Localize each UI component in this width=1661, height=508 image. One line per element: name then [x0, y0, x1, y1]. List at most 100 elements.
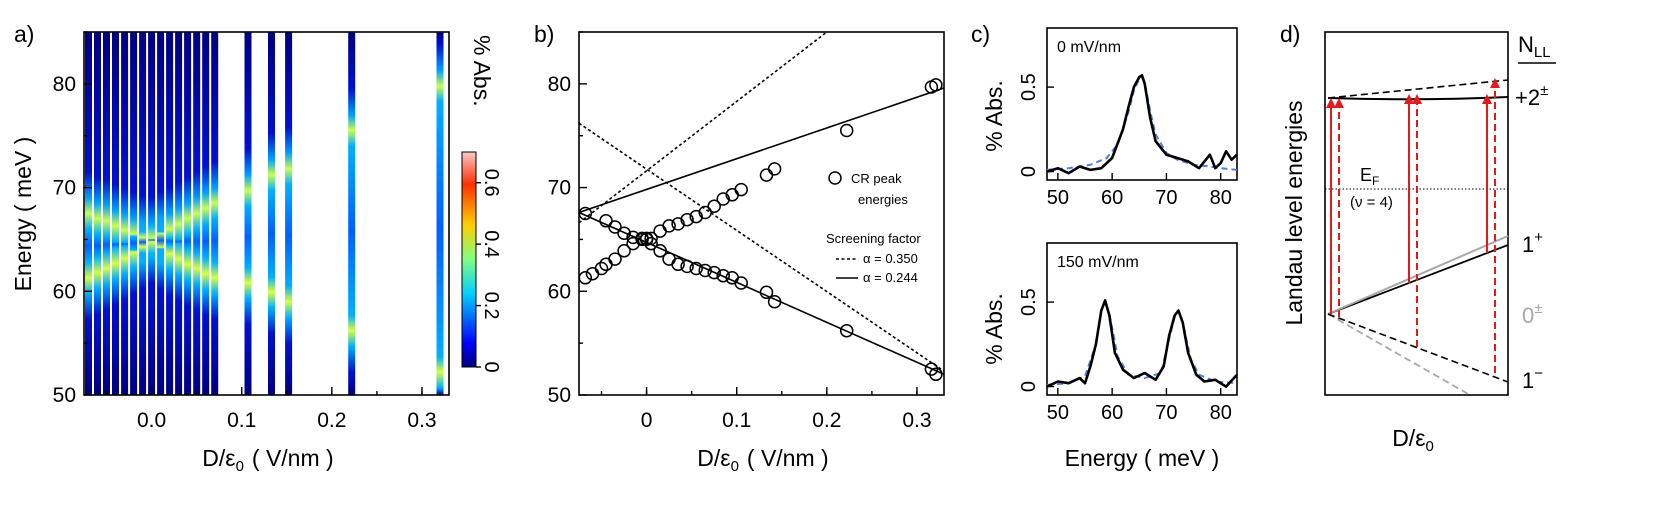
y-tick-label: 60: [548, 280, 571, 303]
heatmap-column: [436, 32, 444, 395]
level-label-0-main: 0: [1522, 303, 1534, 328]
level-plus2-dashed: [1327, 79, 1509, 99]
fit-line-solid: [578, 211, 945, 375]
panel-d-frame: [1324, 31, 1509, 396]
panel-d-xlabel-main: D/ε: [1392, 425, 1425, 451]
panel-b-xlabel-unit: ( V/nm ): [747, 445, 829, 471]
level-label-1plus-main: 1: [1522, 232, 1534, 257]
heatmap-column: [193, 32, 201, 395]
data-point: [707, 199, 721, 213]
data-point: [767, 162, 782, 176]
heatmap-column: [94, 32, 101, 395]
y-tick-label: 0: [1018, 166, 1040, 177]
fit-line-dashed: [578, 31, 828, 224]
heatmap-column: [130, 32, 138, 395]
panel-c-bottom-annotation: 150 mV/nm: [1057, 254, 1139, 271]
legend-marker-cr: [828, 171, 842, 185]
data-point: [680, 212, 694, 227]
data-point: [929, 78, 943, 92]
panel-a-xlabel: D/ε0 ( V/nm ): [202, 445, 333, 475]
y-tick-label: 80: [548, 73, 571, 96]
data-point: [734, 182, 748, 197]
x-tick-label: 60: [1101, 187, 1123, 209]
legend-screening-title: Screening factor: [826, 231, 921, 246]
panel-b-label: b): [534, 21, 554, 47]
panel-a-label: a): [14, 21, 34, 47]
panel-a-frame: [83, 31, 450, 396]
data-point: [671, 257, 685, 272]
fermi-level-label-sub: F: [1372, 174, 1379, 188]
data-point: [599, 214, 613, 228]
x-tick-label: 60: [1101, 402, 1123, 424]
panel-b-fits: [578, 31, 945, 375]
y-tick-label: 70: [53, 177, 76, 200]
panel-d-ylabel: Landau level energies: [1281, 100, 1307, 325]
panel-c-top-ylabel: % Abs.: [981, 80, 1007, 152]
x-tick-label: 70: [1155, 402, 1177, 424]
data-point: [653, 224, 667, 238]
data-point: [707, 265, 721, 280]
panel-a-xlabel-unit: ( V/nm ): [252, 445, 334, 471]
legend-cr-peak: CR peak: [851, 171, 902, 186]
landau-level-diagram: [1325, 78, 1509, 396]
heatmap-column: [285, 32, 293, 395]
y-tick-label: 50: [548, 384, 571, 407]
x-tick-label: 70: [1155, 187, 1177, 209]
panel-c-curves: [1046, 74, 1238, 388]
level-label-1plus-sup: +: [1534, 229, 1543, 246]
data-point: [689, 209, 703, 224]
panel-a-xlabel-sub: 0: [236, 458, 244, 475]
level-label-plus2-sup: ±: [1540, 82, 1548, 99]
legend-dashed-label: α = 0.350: [863, 251, 918, 266]
colorbar-ticks: 0 0.2 0.4 0.6: [476, 169, 502, 373]
y-tick-label: 0.5: [1018, 73, 1040, 101]
fit-line-dashed: [578, 122, 945, 372]
heatmap-column: [175, 32, 183, 395]
data-point: [839, 123, 854, 138]
x-tick-label: 0.1: [227, 409, 256, 432]
data-point: [608, 252, 622, 266]
data-point: [578, 206, 593, 221]
data-point: [680, 259, 694, 274]
x-tick-label: 0.0: [137, 409, 166, 432]
heatmap-column: [184, 32, 192, 395]
fit-line-solid: [578, 87, 945, 214]
data-point: [716, 192, 730, 206]
x-tick-label: 80: [1210, 187, 1232, 209]
data-point: [671, 217, 685, 231]
x-tick-label: 0.2: [317, 409, 346, 432]
x-tick-label: 0.3: [902, 409, 931, 432]
filling-factor-label: (ν = 4): [1350, 194, 1393, 211]
data-point: [698, 205, 712, 220]
nll-header-sub: LL: [1534, 44, 1551, 61]
level-label-plus2-main: +2: [1515, 85, 1540, 110]
y-tick-label: 60: [53, 280, 76, 303]
colorbar-tick-label: 0.2: [480, 292, 502, 320]
data-point: [626, 230, 640, 245]
heatmap-column: [85, 32, 92, 395]
panel-c-bottom-frame: [1046, 242, 1238, 396]
colorbar-label: % Abs.: [469, 35, 495, 107]
panel-c-top-annotation: 0 mV/nm: [1057, 39, 1121, 56]
data-point: [929, 367, 943, 382]
heatmap: [85, 32, 444, 395]
heatmap-column: [244, 32, 252, 395]
panel-a-ylabel: Energy ( meV ): [10, 137, 36, 292]
data-point: [662, 252, 676, 266]
x-tick-label: 50: [1047, 402, 1069, 424]
panel-a-xlabel-main: D/ε: [202, 445, 235, 471]
y-tick-label: 70: [548, 177, 571, 200]
data-point: [662, 219, 676, 233]
panel-d-xlabel: D/ε0: [1392, 425, 1434, 455]
level-label-plus2: +2±: [1515, 82, 1548, 110]
data-point: [617, 226, 631, 240]
level-1minus-dashed: [1327, 313, 1509, 383]
x-tick-label: 0: [641, 409, 653, 432]
heatmap-column: [157, 32, 165, 395]
fermi-level-label-main: E: [1360, 165, 1372, 185]
x-tick-label: 50: [1047, 187, 1069, 209]
heatmap-column: [148, 32, 156, 395]
panel-b-frame: [578, 31, 945, 396]
panel-c-label: c): [971, 21, 990, 47]
